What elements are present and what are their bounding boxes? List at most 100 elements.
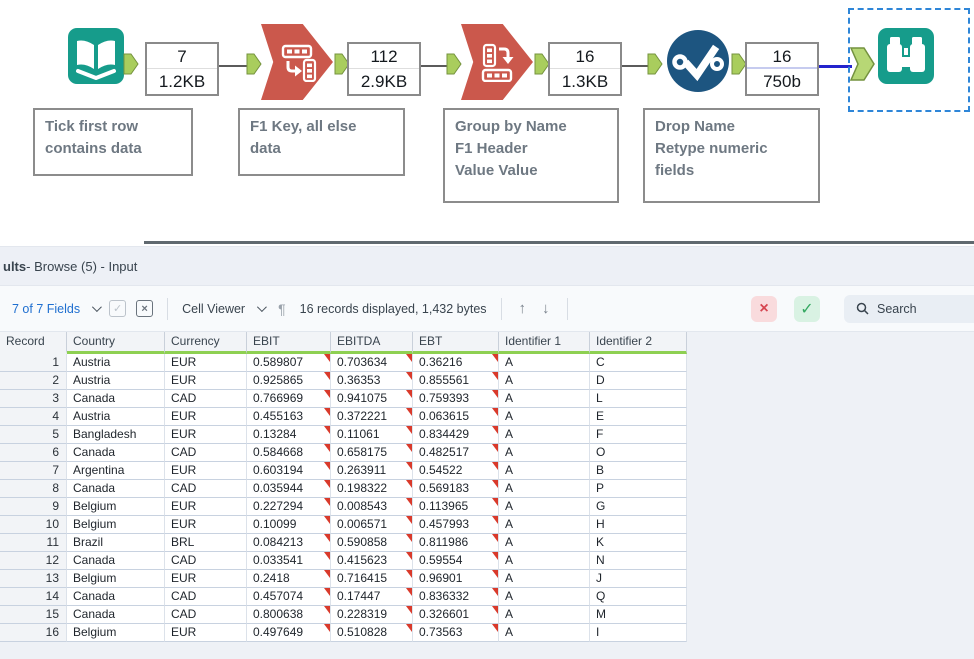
checkbox-check-icon[interactable]: ✓ [109, 300, 126, 317]
record-number-cell[interactable]: 15 [0, 606, 67, 624]
connection-line[interactable] [421, 65, 447, 67]
table-row[interactable]: 9BelgiumEUR0.2272940.0085430.113965AG [0, 498, 687, 516]
record-number-cell[interactable]: 3 [0, 390, 67, 408]
annotation-transpose[interactable]: F1 Key, all else data [238, 108, 405, 176]
table-row[interactable]: 12CanadaCAD0.0335410.4156230.59554AN [0, 552, 687, 570]
cell[interactable]: CAD [165, 552, 247, 570]
table-row[interactable]: 1AustriaEUR0.5898070.7036340.36216AC [0, 354, 687, 372]
cell[interactable]: Canada [67, 552, 165, 570]
cell[interactable]: A [499, 588, 590, 606]
cell[interactable]: Belgium [67, 516, 165, 534]
cell[interactable]: A [499, 444, 590, 462]
record-number-cell[interactable]: 4 [0, 408, 67, 426]
table-row[interactable]: 3CanadaCAD0.7669690.9410750.759393AL [0, 390, 687, 408]
cell[interactable]: EUR [165, 624, 247, 642]
cell[interactable]: 0.658175 [331, 444, 413, 462]
cell[interactable]: J [590, 570, 687, 588]
cell[interactable]: 0.584668 [247, 444, 331, 462]
cell[interactable]: Argentina [67, 462, 165, 480]
column-header-identifier-1[interactable]: Identifier 1 [499, 332, 590, 354]
cell[interactable]: M [590, 606, 687, 624]
cell[interactable]: A [499, 552, 590, 570]
cell[interactable]: A [499, 480, 590, 498]
cell[interactable]: Canada [67, 606, 165, 624]
cell[interactable]: EUR [165, 408, 247, 426]
input-anchor-icon[interactable] [647, 53, 663, 75]
cell[interactable]: I [590, 624, 687, 642]
cell[interactable]: CAD [165, 480, 247, 498]
cell[interactable]: L [590, 390, 687, 408]
cell[interactable]: EUR [165, 516, 247, 534]
cell[interactable]: 0.603194 [247, 462, 331, 480]
column-header-country[interactable]: Country [67, 332, 165, 354]
column-header-record[interactable]: Record [0, 332, 67, 354]
cell[interactable]: Canada [67, 390, 165, 408]
cell[interactable]: 0.008543 [331, 498, 413, 516]
table-row[interactable]: 13BelgiumEUR0.24180.7164150.96901AJ [0, 570, 687, 588]
cell[interactable]: CAD [165, 606, 247, 624]
cell[interactable]: Canada [67, 444, 165, 462]
cell[interactable]: 0.96901 [413, 570, 499, 588]
cell[interactable]: Belgium [67, 624, 165, 642]
cell[interactable]: 0.227294 [247, 498, 331, 516]
cell[interactable]: 0.11061 [331, 426, 413, 444]
cell[interactable]: 0.589807 [247, 354, 331, 372]
column-header-ebit[interactable]: EBIT [247, 332, 331, 354]
cell[interactable]: 0.326601 [413, 606, 499, 624]
cell[interactable]: EUR [165, 498, 247, 516]
cell[interactable]: EUR [165, 462, 247, 480]
column-header-identifier-2[interactable]: Identifier 2 [590, 332, 687, 354]
cell[interactable]: 0.033541 [247, 552, 331, 570]
cell[interactable]: 0.482517 [413, 444, 499, 462]
cell[interactable]: 0.455163 [247, 408, 331, 426]
fields-dropdown[interactable]: 7 of 7 Fields [12, 302, 80, 316]
cell[interactable]: 0.36353 [331, 372, 413, 390]
cell[interactable]: 0.36216 [413, 354, 499, 372]
tool-cross-tab[interactable] [461, 24, 533, 100]
cell[interactable]: 0.17447 [331, 588, 413, 606]
cell[interactable]: A [499, 570, 590, 588]
cell[interactable]: 0.006571 [331, 516, 413, 534]
cell[interactable]: 0.590858 [331, 534, 413, 552]
table-row[interactable]: 15CanadaCAD0.8006380.2283190.326601AM [0, 606, 687, 624]
cell[interactable]: 0.800638 [247, 606, 331, 624]
connection-line[interactable] [622, 65, 648, 67]
cell[interactable]: 0.035944 [247, 480, 331, 498]
cell[interactable]: CAD [165, 390, 247, 408]
cell[interactable]: Canada [67, 480, 165, 498]
cell[interactable]: 0.510828 [331, 624, 413, 642]
browse-input-anchor-icon[interactable] [850, 47, 876, 81]
cell[interactable]: Q [590, 588, 687, 606]
table-row[interactable]: 6CanadaCAD0.5846680.6581750.482517AO [0, 444, 687, 462]
cell[interactable]: D [590, 372, 687, 390]
column-header-ebt[interactable]: EBT [413, 332, 499, 354]
cell[interactable]: A [499, 534, 590, 552]
record-number-cell[interactable]: 12 [0, 552, 67, 570]
checkbox-x-icon[interactable]: × [136, 300, 153, 317]
cell-viewer-dropdown[interactable]: Cell Viewer [182, 302, 245, 316]
cell[interactable]: 0.415623 [331, 552, 413, 570]
annotation-cross-tab[interactable]: Group by Name F1 Header Value Value [443, 108, 619, 203]
cell[interactable]: 0.925865 [247, 372, 331, 390]
record-number-cell[interactable]: 9 [0, 498, 67, 516]
canvas-scrollbar-thumb[interactable] [144, 241, 974, 244]
cell[interactable]: 0.457993 [413, 516, 499, 534]
cell[interactable]: Brazil [67, 534, 165, 552]
scroll-up-icon[interactable]: ↑ [516, 300, 530, 317]
pilcrow-icon[interactable]: ¶ [278, 301, 286, 317]
record-number-cell[interactable]: 6 [0, 444, 67, 462]
cell[interactable]: 0.10099 [247, 516, 331, 534]
cell[interactable]: 0.263911 [331, 462, 413, 480]
cell[interactable]: EUR [165, 570, 247, 588]
cell[interactable]: CAD [165, 588, 247, 606]
cell[interactable]: 0.855561 [413, 372, 499, 390]
cell[interactable]: 0.063615 [413, 408, 499, 426]
chevron-down-icon[interactable] [92, 302, 102, 312]
cell[interactable]: Austria [67, 372, 165, 390]
cell[interactable]: 0.703634 [331, 354, 413, 372]
record-number-cell[interactable]: 8 [0, 480, 67, 498]
cell[interactable]: 0.084213 [247, 534, 331, 552]
connection-count-4[interactable]: 16 750b [745, 42, 819, 96]
table-row[interactable]: 14CanadaCAD0.4570740.174470.836332AQ [0, 588, 687, 606]
cell[interactable]: EUR [165, 426, 247, 444]
